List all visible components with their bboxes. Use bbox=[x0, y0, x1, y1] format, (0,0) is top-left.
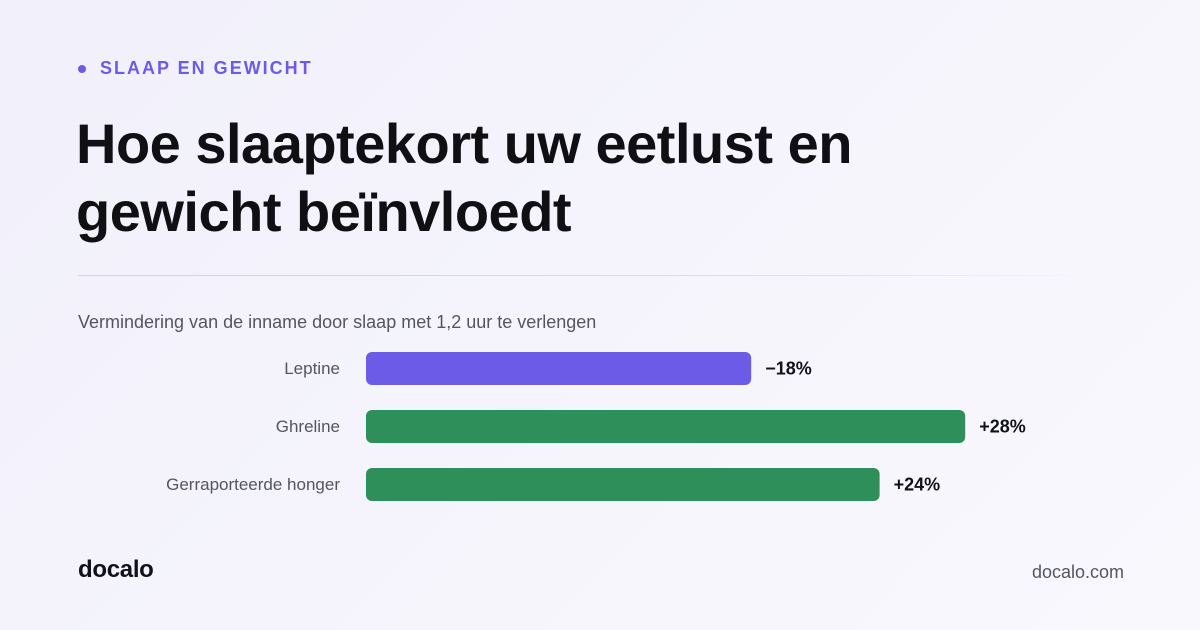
kicker: SLAAP EN GEWICHT bbox=[78, 58, 313, 79]
category-label: Gerraporteerde honger bbox=[166, 475, 340, 494]
bar bbox=[366, 410, 966, 443]
divider bbox=[78, 275, 1100, 276]
value-label: −18% bbox=[765, 359, 812, 379]
category-label: Ghreline bbox=[276, 417, 340, 436]
kicker-text: SLAAP EN GEWICHT bbox=[100, 58, 313, 78]
brand-logo: docalo bbox=[78, 556, 154, 583]
kicker-dot-icon bbox=[78, 64, 86, 73]
page-title-line-2: gewicht beïnvloedt bbox=[76, 180, 572, 243]
bar bbox=[366, 468, 880, 501]
page-title: Hoe slaaptekort uw eetlust en gewicht be… bbox=[76, 110, 1076, 246]
page-title-line-1: Hoe slaaptekort uw eetlust en bbox=[76, 112, 852, 175]
value-label: +24% bbox=[894, 475, 941, 495]
bar bbox=[366, 352, 752, 385]
category-label: Leptine bbox=[284, 359, 340, 378]
bar-chart: Leptine −18% Ghreline +28% Gerraporteerde ho… bbox=[166, 352, 1026, 501]
chart-subtitle: Vermindering van de inname door slaap me… bbox=[78, 312, 597, 332]
site-url: docalo.com bbox=[1031, 562, 1124, 582]
value-label: +28% bbox=[979, 417, 1026, 437]
